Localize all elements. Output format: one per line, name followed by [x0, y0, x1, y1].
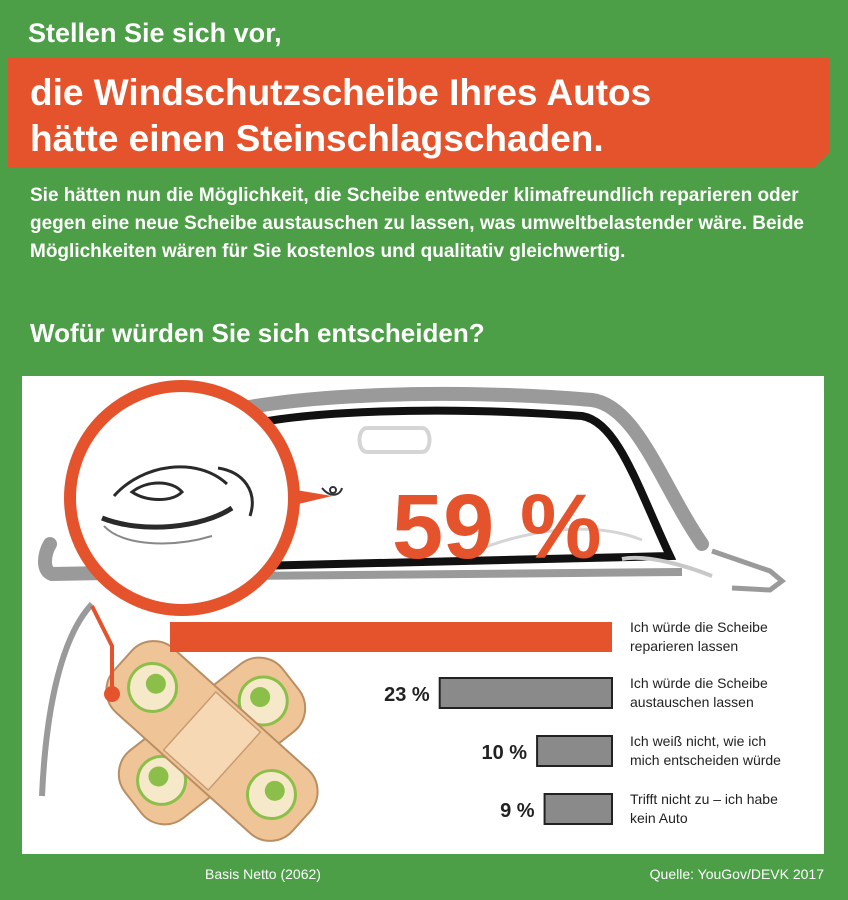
description-text: Sie hätten nun die Möglichkeit, die Sche… [30, 185, 804, 262]
category-label-2: Ich würde die Scheibe austauschen lassen [630, 675, 768, 710]
car-roof-line [203, 386, 709, 551]
bar-value-label-4: 9 % [500, 800, 535, 822]
magnifier [64, 380, 343, 616]
sample-size-note: Basis Netto (2062) [205, 866, 321, 882]
steering-wheel [471, 527, 643, 554]
question-text: Wofür würden Sie sich entscheiden? [30, 318, 485, 348]
headline-line-2: hätte einen Steinschlagschaden. [30, 118, 604, 159]
category-label-4: Trifft nicht zu – ich habe kein Auto [630, 791, 778, 826]
chart-panel: 59 % Ich würde die Scheibe reparieren lass… [22, 376, 824, 854]
headline-banner-shape [8, 58, 830, 168]
plaster-strip-b [105, 640, 319, 842]
bar-4 [543, 793, 614, 825]
magnifier-circle [64, 380, 300, 616]
bar-1 [170, 622, 612, 652]
chart-illustration: 59 % Ich würde die Scheibe reparieren lass… [38, 380, 787, 842]
category-label-3: Ich weiß nicht, wie ich mich entscheiden … [630, 733, 781, 768]
side-mirror [711, 548, 787, 593]
plaster-connector [90, 605, 114, 694]
car-mirror-line [621, 555, 713, 578]
bar-value-label-3: 10 % [481, 742, 527, 764]
source-note: Quelle: YouGov/DEVK 2017 [649, 866, 824, 882]
bar-2 [438, 677, 613, 709]
plaster-icon [90, 605, 319, 842]
stone-chip-icon [101, 465, 254, 545]
headline-line-1: die Windschutzscheibe Ihres Autos [30, 72, 652, 113]
car-door-line [39, 601, 95, 797]
bar-series: 59 % Ich würde die Scheibe reparieren lass… [170, 476, 781, 826]
headline: die Windschutzscheibe Ihres Autos hätte … [30, 70, 651, 162]
magnifier-pointer [290, 489, 332, 506]
intro-text: Stellen Sie sich vor, [28, 18, 282, 48]
car-outline [38, 386, 787, 797]
headline-banner [8, 58, 830, 168]
bar-value-label-2: 23 % [384, 684, 430, 706]
bar-3 [536, 735, 613, 767]
rearview-mirror [357, 426, 432, 454]
car-dashboard-line [241, 568, 683, 580]
car-hood-line [38, 537, 169, 582]
stone-chip-mark-icon [321, 486, 343, 496]
bar-value-label-1: 59 % [392, 476, 602, 578]
category-label-1: Ich würde die Scheibe reparieren lassen [630, 619, 768, 654]
